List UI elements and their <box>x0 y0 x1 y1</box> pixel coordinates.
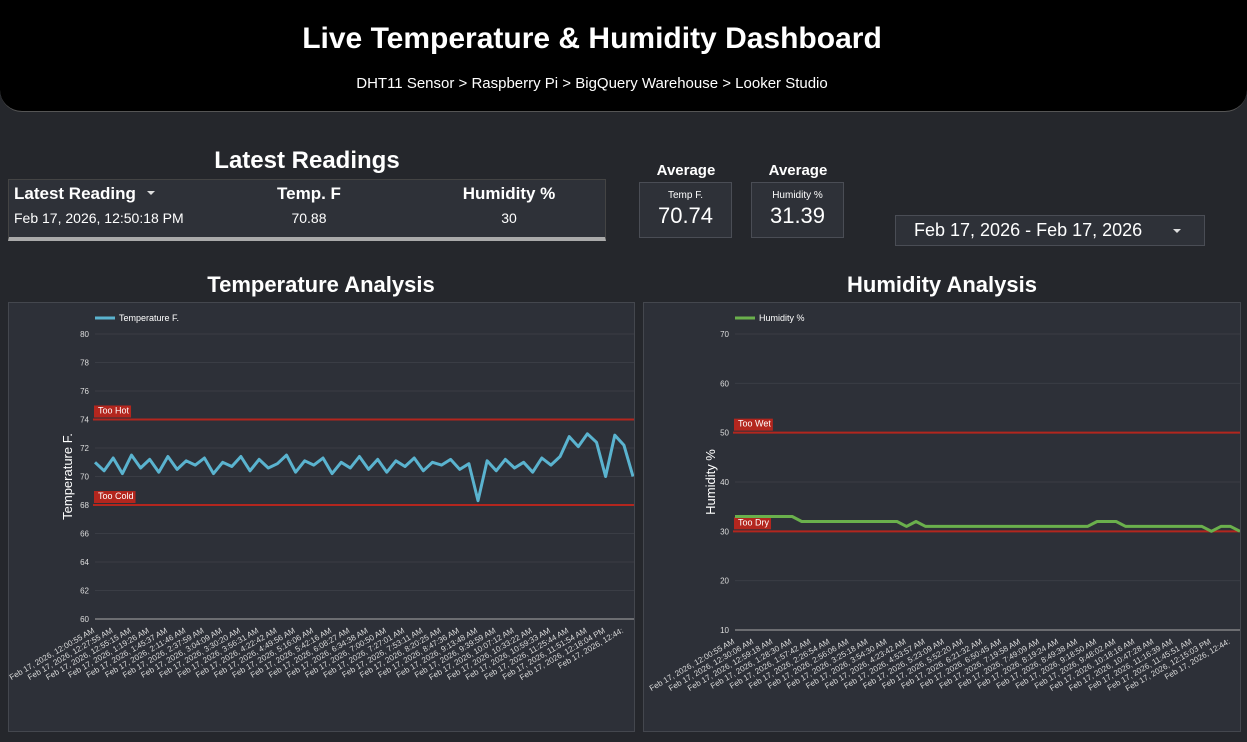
reference-label-bg <box>734 418 773 431</box>
kpi-title: Average <box>656 162 716 179</box>
y-tick-label: 76 <box>80 387 89 396</box>
y-tick-label: 20 <box>720 577 729 586</box>
y-tick-label: 70 <box>720 330 729 339</box>
y-tick-label: 50 <box>720 429 729 438</box>
kpi-value: 70.74 <box>657 203 714 228</box>
reference-label: Too Dry <box>738 517 770 527</box>
kpi-label: Humidity % <box>772 190 823 201</box>
y-tick-label: 40 <box>720 478 729 487</box>
y-tick-label: 62 <box>80 587 89 596</box>
y-axis-label: Temperature F. <box>60 433 75 520</box>
cell: 30 <box>501 210 517 226</box>
dropdown-icon[interactable] <box>1172 228 1182 234</box>
reference-label: Too Cold <box>98 491 134 501</box>
y-tick-label: 74 <box>80 416 89 425</box>
reference-label-bg <box>94 405 132 418</box>
date-range-picker[interactable]: Feb 17, 2026 - Feb 17, 2026 <box>895 215 1205 246</box>
header: Live Temperature & Humidity Dashboard DH… <box>0 0 1247 112</box>
column-header[interactable]: Latest Reading <box>14 184 136 203</box>
cell: 70.88 <box>291 210 327 226</box>
date-range[interactable]: Feb 17, 2026 - Feb 17, 2026 <box>914 220 1143 240</box>
kpi-card: Humidity % 31.39 <box>751 182 844 238</box>
y-tick-label: 10 <box>720 626 729 635</box>
chart-title: Humidity Analysis <box>847 272 1037 297</box>
readings-table: Latest Reading Temp. F Humidity % Feb 17… <box>8 179 606 241</box>
series-line <box>93 432 634 503</box>
y-tick-label: 66 <box>80 530 89 539</box>
column-header[interactable]: Temp. F <box>277 184 341 203</box>
series-line <box>735 515 1240 533</box>
reference-label-bg <box>734 517 772 530</box>
y-tick-label: 60 <box>80 615 89 624</box>
kpi-title: Average <box>768 162 828 179</box>
y-tick-label: 80 <box>80 330 89 339</box>
y-tick-label: 64 <box>80 558 89 567</box>
legend-label: Humidity % <box>759 313 805 323</box>
kpi-label: Temp F. <box>667 190 703 201</box>
column-header[interactable]: Humidity % <box>462 184 556 203</box>
title: Live Temperature & Humidity Dashboard <box>302 22 882 55</box>
y-axis-label: Humidity % <box>703 449 718 515</box>
y-tick-label: 60 <box>720 379 729 388</box>
legend-label: Temperature F. <box>119 313 179 323</box>
y-tick-label: 78 <box>80 359 89 368</box>
kpi-value: 31.39 <box>769 203 826 228</box>
chart-panel <box>8 302 635 732</box>
y-tick-label: 72 <box>80 444 89 453</box>
reference-label: Too Hot <box>98 406 130 416</box>
y-tick-label: 68 <box>80 501 89 510</box>
cell: Feb 17, 2026, 12:50:18 PM <box>14 210 184 226</box>
chart-title: Temperature Analysis <box>207 272 434 297</box>
y-tick-label: 30 <box>720 527 729 536</box>
sort-icon[interactable] <box>146 190 156 196</box>
chart-title-group: Temperature Analysis Humidity Analysis <box>207 272 1037 297</box>
reference-label: Too Wet <box>738 419 771 429</box>
y-tick-label: 70 <box>80 473 89 482</box>
subtitle: DHT11 Sensor > Raspberry Pi > BigQuery W… <box>356 75 828 92</box>
reference-label-bg <box>94 491 136 503</box>
kpi-card: Temp F. 70.74 <box>639 182 732 238</box>
section-title: Latest Readings <box>214 147 400 174</box>
